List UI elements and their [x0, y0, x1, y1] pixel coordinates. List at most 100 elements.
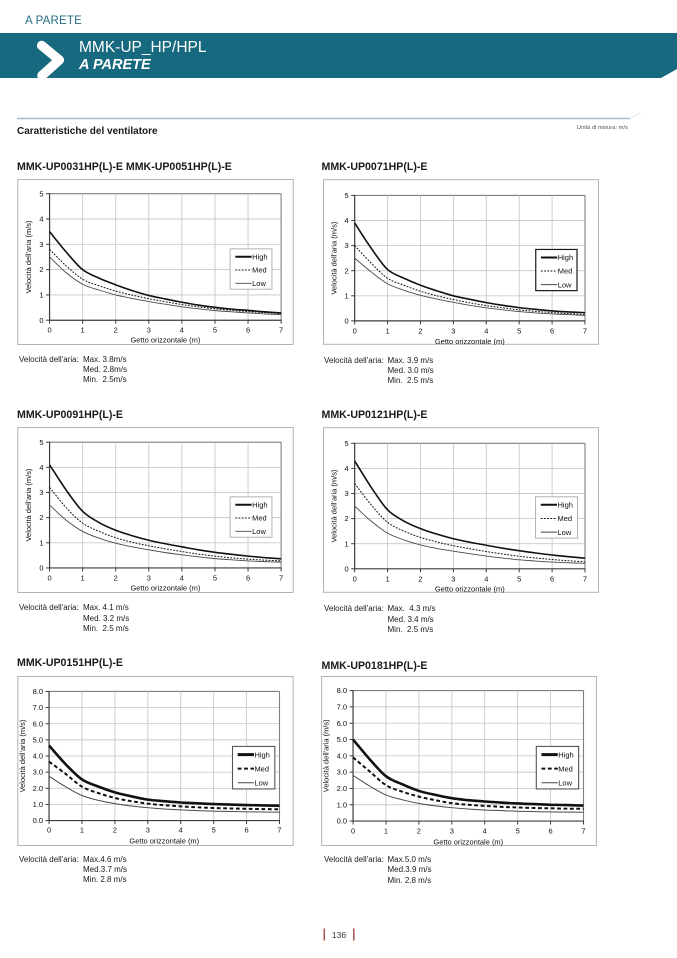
- svg-text:0: 0: [46, 825, 50, 834]
- svg-text:5.0: 5.0: [336, 735, 346, 744]
- svg-text:3: 3: [451, 575, 455, 584]
- svg-text:1: 1: [79, 825, 83, 834]
- svg-text:3: 3: [147, 325, 151, 334]
- svg-text:1: 1: [344, 539, 348, 548]
- svg-text:1: 1: [344, 291, 348, 300]
- svg-text:0: 0: [352, 327, 356, 336]
- svg-text:4: 4: [344, 216, 348, 225]
- svg-text:5: 5: [213, 325, 217, 334]
- svg-text:6: 6: [244, 825, 248, 834]
- svg-text:Med: Med: [557, 267, 572, 276]
- svg-text:Velocità dell'aria (m/s): Velocità dell'aria (m/s): [329, 469, 338, 542]
- svg-text:Velocità dell'aria (m/s): Velocità dell'aria (m/s): [329, 221, 338, 294]
- svg-text:Getto orizzontale (m): Getto orizzontale (m): [131, 583, 201, 592]
- svg-text:4.0: 4.0: [336, 751, 346, 760]
- svg-text:3.0: 3.0: [32, 767, 42, 776]
- svg-text:3: 3: [40, 488, 44, 497]
- svg-text:7: 7: [279, 573, 283, 582]
- svg-text:0.0: 0.0: [336, 816, 346, 825]
- svg-text:2: 2: [418, 575, 422, 584]
- svg-text:Low: Low: [252, 527, 266, 536]
- svg-text:4: 4: [40, 463, 44, 472]
- svg-text:2: 2: [344, 514, 348, 523]
- svg-text:4: 4: [344, 464, 348, 473]
- svg-text:Low: Low: [254, 778, 268, 787]
- svg-text:0: 0: [352, 575, 356, 584]
- svg-text:5: 5: [515, 826, 519, 835]
- svg-text:Med: Med: [252, 513, 267, 522]
- svg-text:4: 4: [482, 826, 486, 835]
- svg-text:5: 5: [344, 439, 348, 448]
- svg-text:Velocità dell'aria (m/s): Velocità dell'aria (m/s): [17, 719, 26, 792]
- svg-text:2: 2: [418, 327, 422, 336]
- svg-text:0: 0: [351, 826, 355, 835]
- svg-text:6: 6: [548, 826, 552, 835]
- svg-text:1: 1: [81, 325, 85, 334]
- svg-text:Med: Med: [252, 265, 267, 274]
- svg-text:0: 0: [48, 325, 52, 334]
- svg-text:Med: Med: [557, 514, 572, 523]
- svg-text:Velocità dell'aria (m/s): Velocità dell'aria (m/s): [24, 468, 33, 541]
- svg-text:6: 6: [246, 573, 250, 582]
- svg-text:7: 7: [583, 575, 587, 584]
- svg-text:Velocità dell'aria (m/s): Velocità dell'aria (m/s): [321, 719, 330, 792]
- svg-text:7: 7: [581, 826, 585, 835]
- svg-text:2: 2: [40, 513, 44, 522]
- svg-text:High: High: [557, 253, 572, 262]
- svg-text:7: 7: [583, 327, 587, 336]
- svg-text:5: 5: [40, 437, 44, 446]
- svg-text:3: 3: [147, 573, 151, 582]
- svg-text:1.0: 1.0: [336, 800, 346, 809]
- svg-text:7: 7: [279, 325, 283, 334]
- svg-text:5: 5: [40, 189, 44, 198]
- svg-text:Low: Low: [557, 528, 571, 537]
- svg-text:1: 1: [40, 538, 44, 547]
- svg-text:High: High: [254, 750, 269, 759]
- svg-text:4: 4: [484, 575, 488, 584]
- svg-text:0: 0: [344, 564, 348, 573]
- svg-text:8.0: 8.0: [336, 686, 346, 695]
- svg-text:2: 2: [114, 325, 118, 334]
- svg-text:2.0: 2.0: [336, 784, 346, 793]
- svg-text:4: 4: [484, 327, 488, 336]
- svg-text:1: 1: [385, 575, 389, 584]
- svg-text:6.0: 6.0: [336, 719, 346, 728]
- svg-text:2: 2: [114, 573, 118, 582]
- svg-text:Low: Low: [557, 280, 571, 289]
- svg-text:Getto orizzontale (m): Getto orizzontale (m): [433, 837, 503, 846]
- svg-text:0: 0: [40, 563, 44, 572]
- svg-text:Med: Med: [558, 764, 573, 773]
- svg-text:5: 5: [517, 327, 521, 336]
- svg-text:4: 4: [180, 573, 184, 582]
- svg-text:Getto orizzontale (m): Getto orizzontale (m): [131, 335, 201, 344]
- svg-text:6: 6: [550, 575, 554, 584]
- svg-text:5.0: 5.0: [32, 735, 42, 744]
- svg-text:High: High: [557, 501, 572, 510]
- svg-text:5: 5: [213, 573, 217, 582]
- svg-text:1: 1: [40, 290, 44, 299]
- svg-text:2: 2: [112, 825, 116, 834]
- svg-text:4: 4: [178, 825, 182, 834]
- svg-text:7.0: 7.0: [336, 702, 346, 711]
- svg-text:2: 2: [40, 265, 44, 274]
- svg-text:5: 5: [344, 191, 348, 200]
- svg-text:5: 5: [211, 825, 215, 834]
- svg-text:3: 3: [451, 327, 455, 336]
- svg-text:5: 5: [517, 575, 521, 584]
- svg-text:High: High: [252, 500, 267, 509]
- svg-text:4: 4: [180, 325, 184, 334]
- svg-text:2: 2: [417, 826, 421, 835]
- svg-text:136: 136: [332, 930, 346, 940]
- svg-text:3: 3: [145, 825, 149, 834]
- svg-text:0: 0: [344, 317, 348, 326]
- svg-text:0: 0: [48, 573, 52, 582]
- svg-text:Getto orizzontale (m): Getto orizzontale (m): [129, 836, 199, 845]
- svg-text:Med: Med: [254, 764, 269, 773]
- svg-text:High: High: [558, 750, 573, 759]
- svg-text:Getto orizzontale (m): Getto orizzontale (m): [435, 337, 505, 345]
- svg-text:3.0: 3.0: [336, 768, 346, 777]
- svg-text:3: 3: [344, 489, 348, 498]
- svg-text:7.0: 7.0: [32, 703, 42, 712]
- svg-text:0: 0: [40, 315, 44, 324]
- svg-text:6: 6: [246, 325, 250, 334]
